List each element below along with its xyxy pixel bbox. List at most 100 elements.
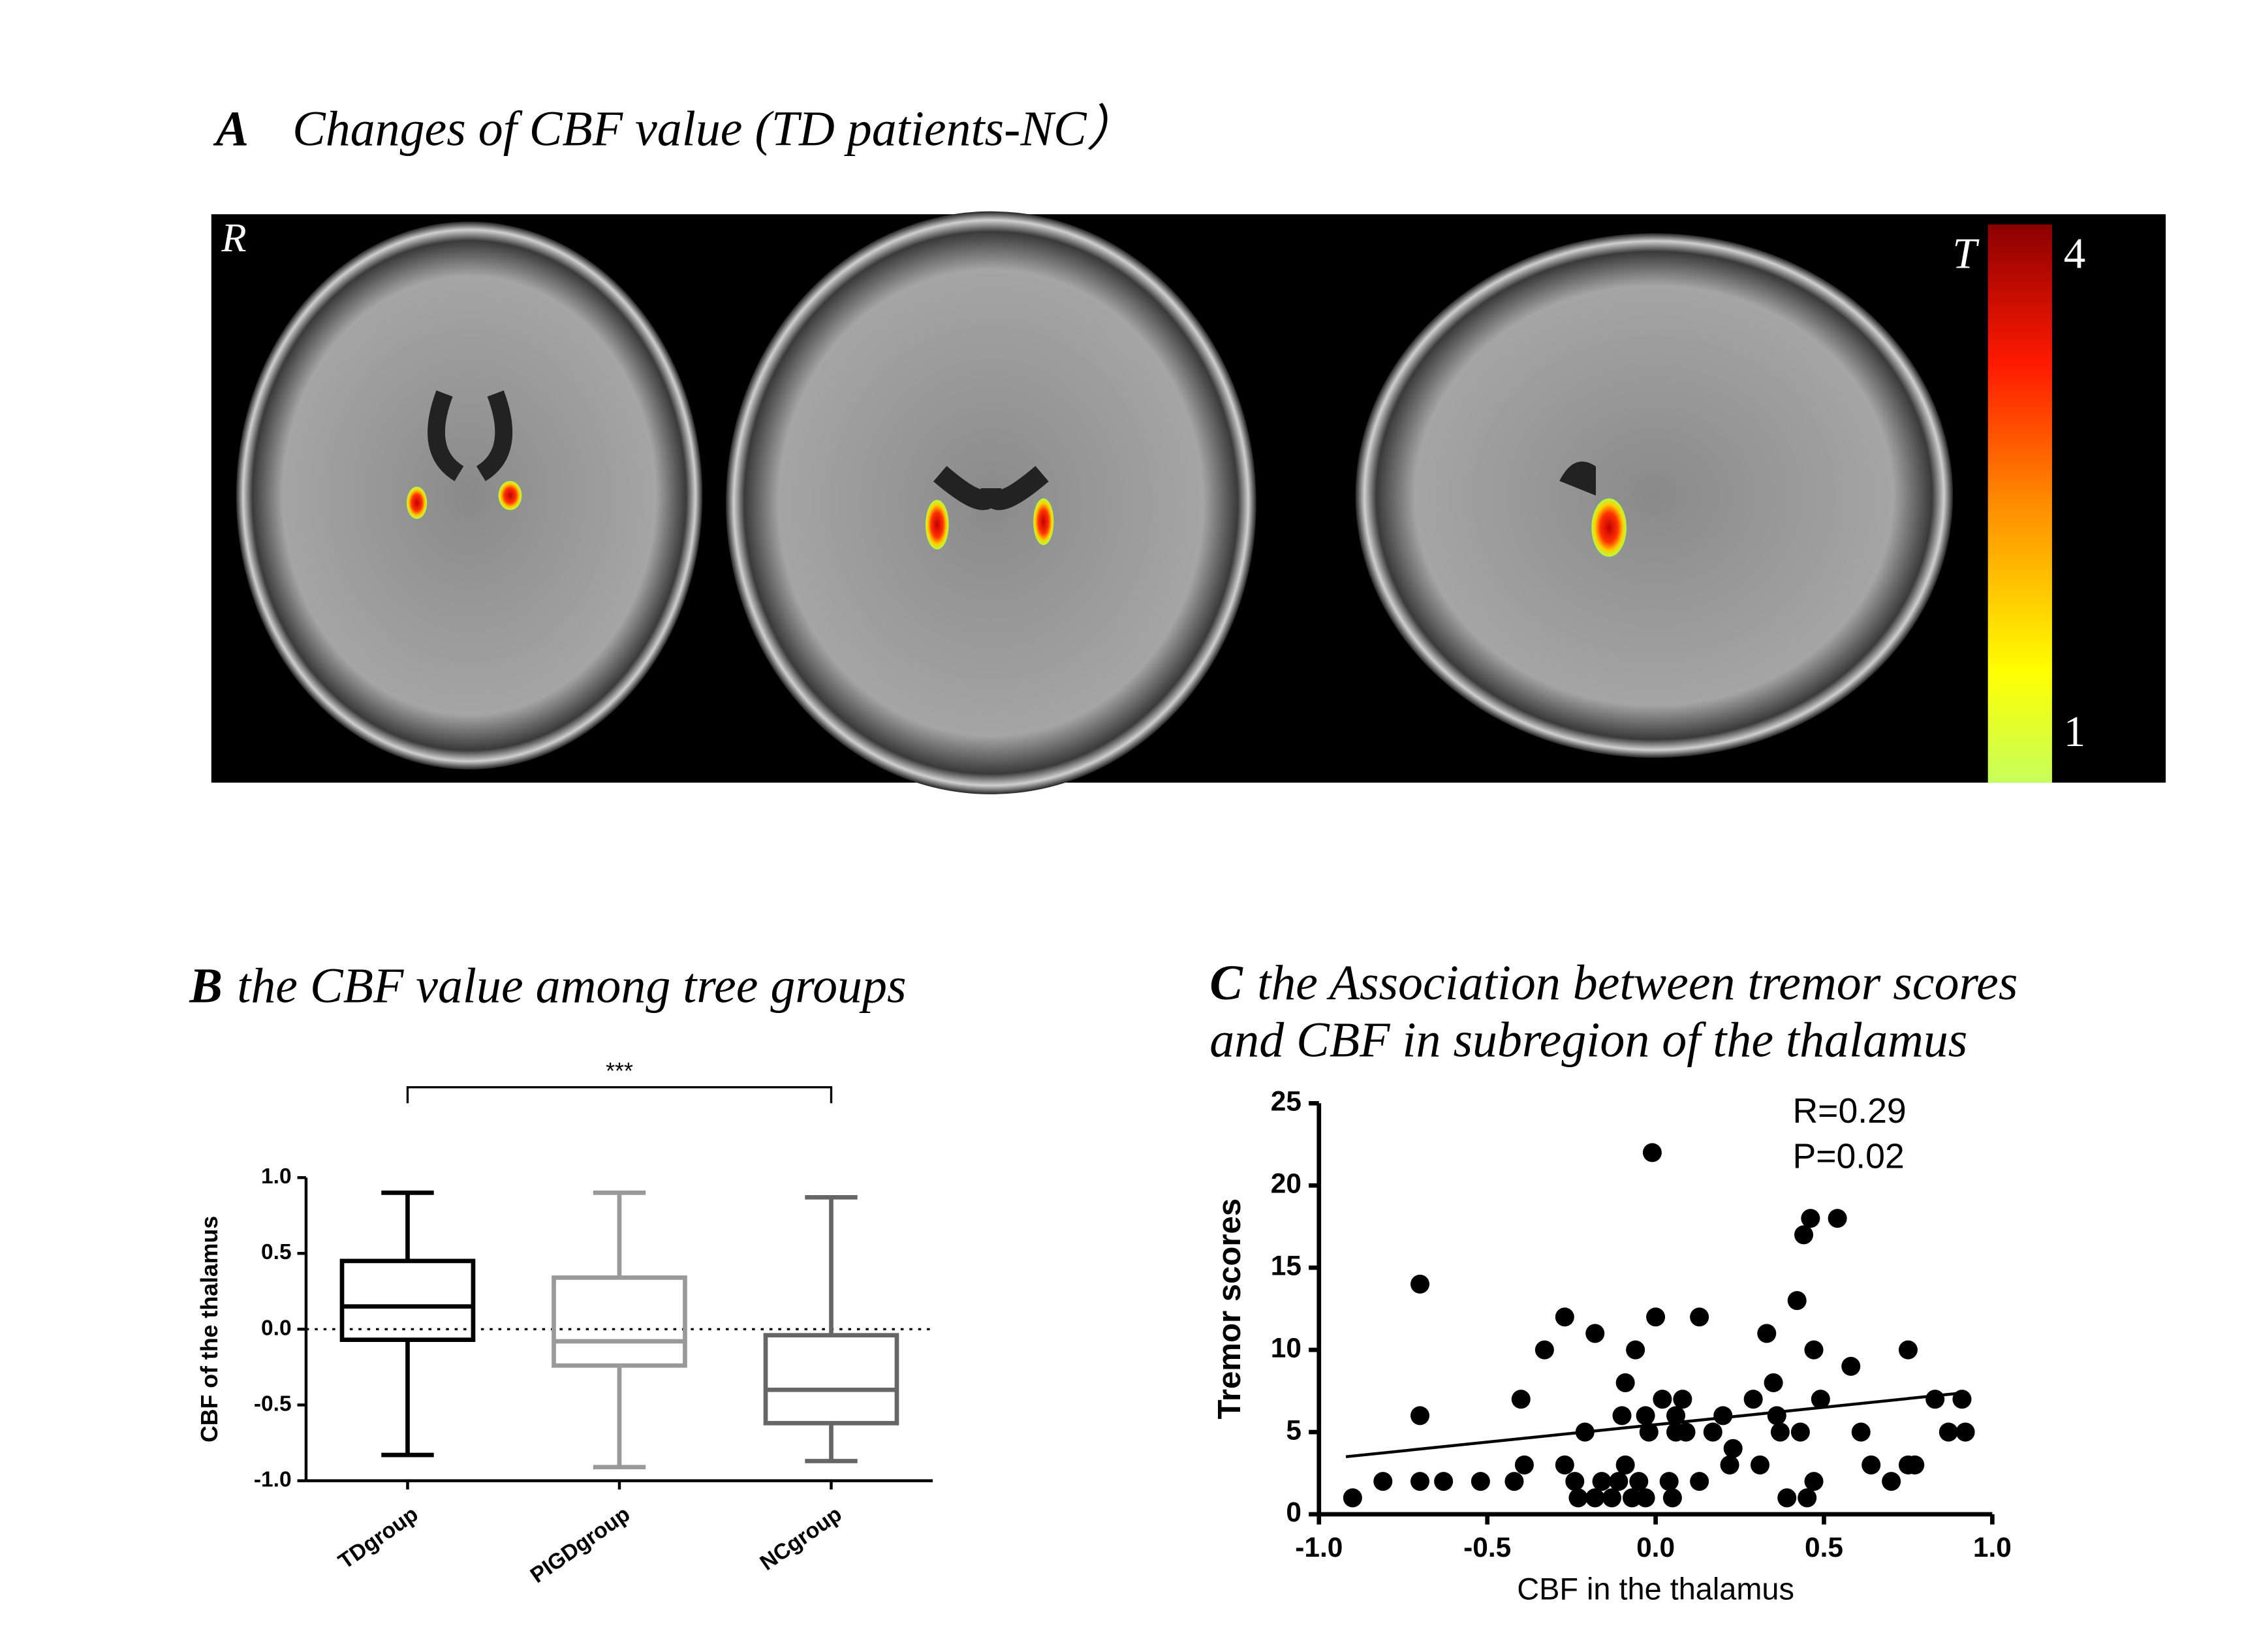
y-tick-label: 20: [1271, 1168, 1301, 1198]
point: [1777, 1488, 1797, 1508]
point: [1511, 1390, 1531, 1409]
activation-blob: [1591, 498, 1627, 557]
point: [1757, 1324, 1777, 1343]
x-tick-label: -1.0: [1295, 1532, 1343, 1563]
point: [1555, 1307, 1574, 1327]
point: [1659, 1472, 1679, 1491]
point: [1653, 1390, 1672, 1409]
point: [1770, 1422, 1790, 1442]
point: [1615, 1373, 1635, 1393]
point: [1862, 1455, 1881, 1474]
point: [1636, 1488, 1655, 1508]
y-tick-label: 10: [1271, 1332, 1301, 1363]
point: [1410, 1274, 1430, 1294]
x-tick-label: TDgroup: [334, 1502, 422, 1574]
x-tick-label: PIGDgroup: [526, 1502, 634, 1588]
title-text: Changes of CBF value (TD patients-NC）: [292, 102, 1136, 157]
box-plot: 1.0 0.5 0.0 -0.5 -1.0 TDgroup PIGDgroup NCgroup…: [254, 1058, 933, 1588]
point: [1592, 1472, 1612, 1491]
box: [552, 1275, 687, 1368]
y-tick-label: -0.5: [254, 1392, 292, 1416]
point: [1615, 1455, 1635, 1474]
point: [1676, 1422, 1696, 1442]
point: [1828, 1209, 1847, 1228]
point: [1750, 1455, 1769, 1474]
colorbar-ticks: 14: [2064, 230, 2085, 756]
colorbar-tick-label: 4: [2064, 230, 2085, 278]
point: [1787, 1291, 1807, 1311]
point: [1666, 1406, 1686, 1426]
point: [1636, 1406, 1655, 1426]
point: [1410, 1472, 1430, 1491]
point: [1898, 1340, 1918, 1360]
scatter-plot: 0 5 10 15 20 25 -1.0 -0.5 0.0 0.5 1.0: [1271, 1086, 2012, 1563]
colorbar-label: T: [1952, 230, 1980, 278]
point: [1662, 1488, 1682, 1508]
point: [1790, 1422, 1810, 1442]
point: [1882, 1472, 1901, 1491]
box: [763, 1333, 899, 1426]
colorbar-tick-label: 1: [2064, 708, 2085, 756]
point: [1622, 1488, 1642, 1508]
point: [1568, 1488, 1588, 1508]
activation-blob: [1033, 498, 1054, 546]
point: [1646, 1307, 1666, 1327]
point: [1514, 1455, 1534, 1474]
point: [1434, 1472, 1454, 1491]
point: [1555, 1455, 1574, 1474]
point: [1410, 1406, 1430, 1426]
y-axis-label: CBF of the thalamus: [196, 1216, 223, 1442]
point: [1690, 1307, 1709, 1327]
point: [1804, 1472, 1824, 1491]
x-axis-label: CBF in the thalamus: [1517, 1572, 1794, 1606]
point: [1925, 1390, 1945, 1409]
point: [1851, 1422, 1871, 1442]
panel-label: A: [213, 102, 249, 157]
title-text: the CBF value among tree groups: [237, 959, 906, 1014]
y-tick-label: 0.0: [261, 1316, 292, 1340]
point: [1471, 1472, 1490, 1491]
point: [1798, 1488, 1817, 1508]
point: [1955, 1422, 1975, 1442]
annotation: P=0.02: [1792, 1136, 1904, 1176]
title-text: the Association between tremor scores: [1257, 956, 2018, 1010]
significance-label: ***: [606, 1058, 633, 1084]
point: [1673, 1390, 1692, 1409]
point: [1565, 1472, 1585, 1491]
point: [1939, 1422, 1958, 1442]
y-tick-label: 15: [1271, 1250, 1301, 1281]
point: [1343, 1488, 1362, 1508]
x-tick-label: 1.0: [1973, 1532, 2012, 1563]
point: [1535, 1340, 1554, 1360]
y-axis-label: Tremor scores: [1212, 1198, 1247, 1419]
ventricles: [428, 390, 513, 482]
point: [1629, 1472, 1649, 1491]
orientation-label: R: [221, 215, 246, 260]
point: [1639, 1422, 1659, 1442]
point: [1743, 1390, 1763, 1409]
point: [1585, 1324, 1605, 1343]
point: [1602, 1488, 1622, 1508]
point: [1841, 1356, 1861, 1376]
point: [1767, 1406, 1786, 1426]
ventricle: [1559, 461, 1597, 496]
point: [1703, 1422, 1722, 1442]
point: [1373, 1472, 1393, 1491]
box: [339, 1258, 476, 1343]
colorbar: [1987, 224, 2052, 783]
panel-title: A Changes of CBF value (TD patients-NC）: [213, 102, 1136, 157]
point: [1609, 1472, 1628, 1491]
panel-label: B: [189, 959, 223, 1014]
activation-blob: [498, 480, 522, 510]
significance-bracket: [406, 1086, 833, 1104]
y-tick-label: -1.0: [254, 1467, 292, 1491]
activation-blob: [406, 486, 428, 519]
axial-slice: [236, 221, 703, 770]
point: [1612, 1406, 1632, 1426]
point: [1585, 1488, 1605, 1508]
point: [1952, 1390, 1972, 1409]
